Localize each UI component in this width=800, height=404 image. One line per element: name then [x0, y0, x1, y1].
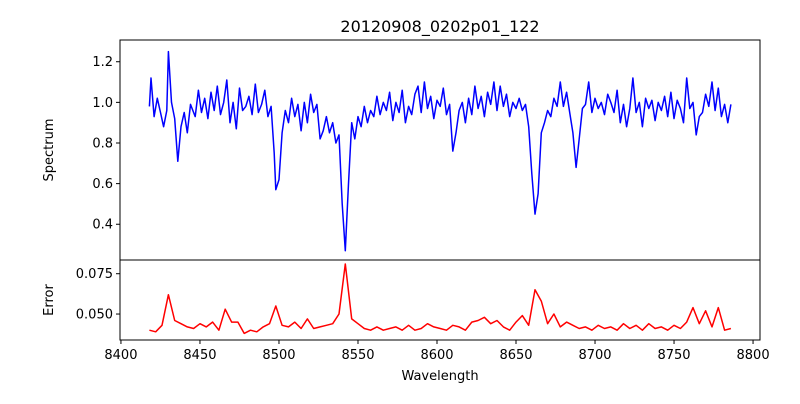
x-tick-label: 8400 — [104, 348, 137, 363]
x-tick-label: 8700 — [578, 348, 611, 363]
y-tick-label: 1.0 — [92, 96, 113, 111]
x-tick-label: 8800 — [737, 348, 770, 363]
error-line — [149, 263, 732, 335]
x-tick-label: 8600 — [420, 348, 453, 363]
error-ylabel: Error — [42, 284, 57, 316]
x-tick-label: 8750 — [657, 348, 690, 363]
axes-frame — [119, 259, 761, 341]
x-tick-label: 8500 — [262, 348, 295, 363]
spectrum-line — [148, 50, 732, 252]
chart-title: 20120908_0202p01_122 — [340, 17, 539, 37]
x-tick-label: 8550 — [341, 348, 374, 363]
y-tick-label: 0.050 — [76, 308, 113, 323]
spectrum-axes: 0.4 0.6 0.8 1.0 1.2 — [92, 39, 761, 261]
spectrum-ylabel: Spectrum — [42, 119, 57, 182]
y-tick-label: 1.2 — [92, 55, 113, 70]
x-tick-label: 8650 — [499, 348, 532, 363]
error-axes: 0.050 0.075 8400 8450 8500 8550 8600 8650 8700 87… — [76, 259, 770, 363]
axes-frame — [119, 39, 761, 261]
y-tick-label: 0.8 — [92, 136, 113, 151]
x-tick-label: 8450 — [183, 348, 216, 363]
y-tick-label: 0.6 — [92, 177, 113, 192]
y-tick-label: 0.075 — [76, 267, 113, 282]
x-axis-label: Wavelength — [401, 369, 478, 384]
y-tick-label: 0.4 — [92, 218, 113, 233]
